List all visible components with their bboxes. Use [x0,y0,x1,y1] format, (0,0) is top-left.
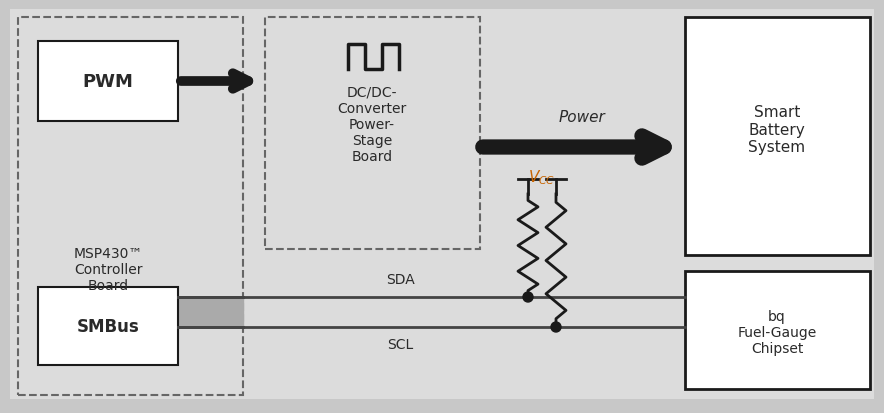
Text: MSP430™
Controller
Board: MSP430™ Controller Board [73,246,142,292]
Circle shape [551,322,561,332]
Text: DC/DC-
Converter
Power-
Stage
Board: DC/DC- Converter Power- Stage Board [338,85,407,164]
Bar [265,18,480,249]
Bar [685,18,870,255]
Text: Smart
Battery
System: Smart Battery System [749,105,805,154]
Polygon shape [178,297,243,327]
Text: Power: Power [559,110,606,125]
Text: PWM: PWM [82,73,133,91]
Text: SMBus: SMBus [77,317,140,335]
Text: bq
Fuel-Gauge
Chipset: bq Fuel-Gauge Chipset [737,309,817,355]
Text: $\mathit{V}_{CC}$: $\mathit{V}_{CC}$ [529,168,556,187]
Bar [38,287,178,365]
Text: SDA: SDA [385,272,415,286]
Text: SCL: SCL [387,337,413,351]
Bar [18,18,243,395]
Bar [685,271,870,389]
Circle shape [523,292,533,302]
Bar [38,42,178,122]
